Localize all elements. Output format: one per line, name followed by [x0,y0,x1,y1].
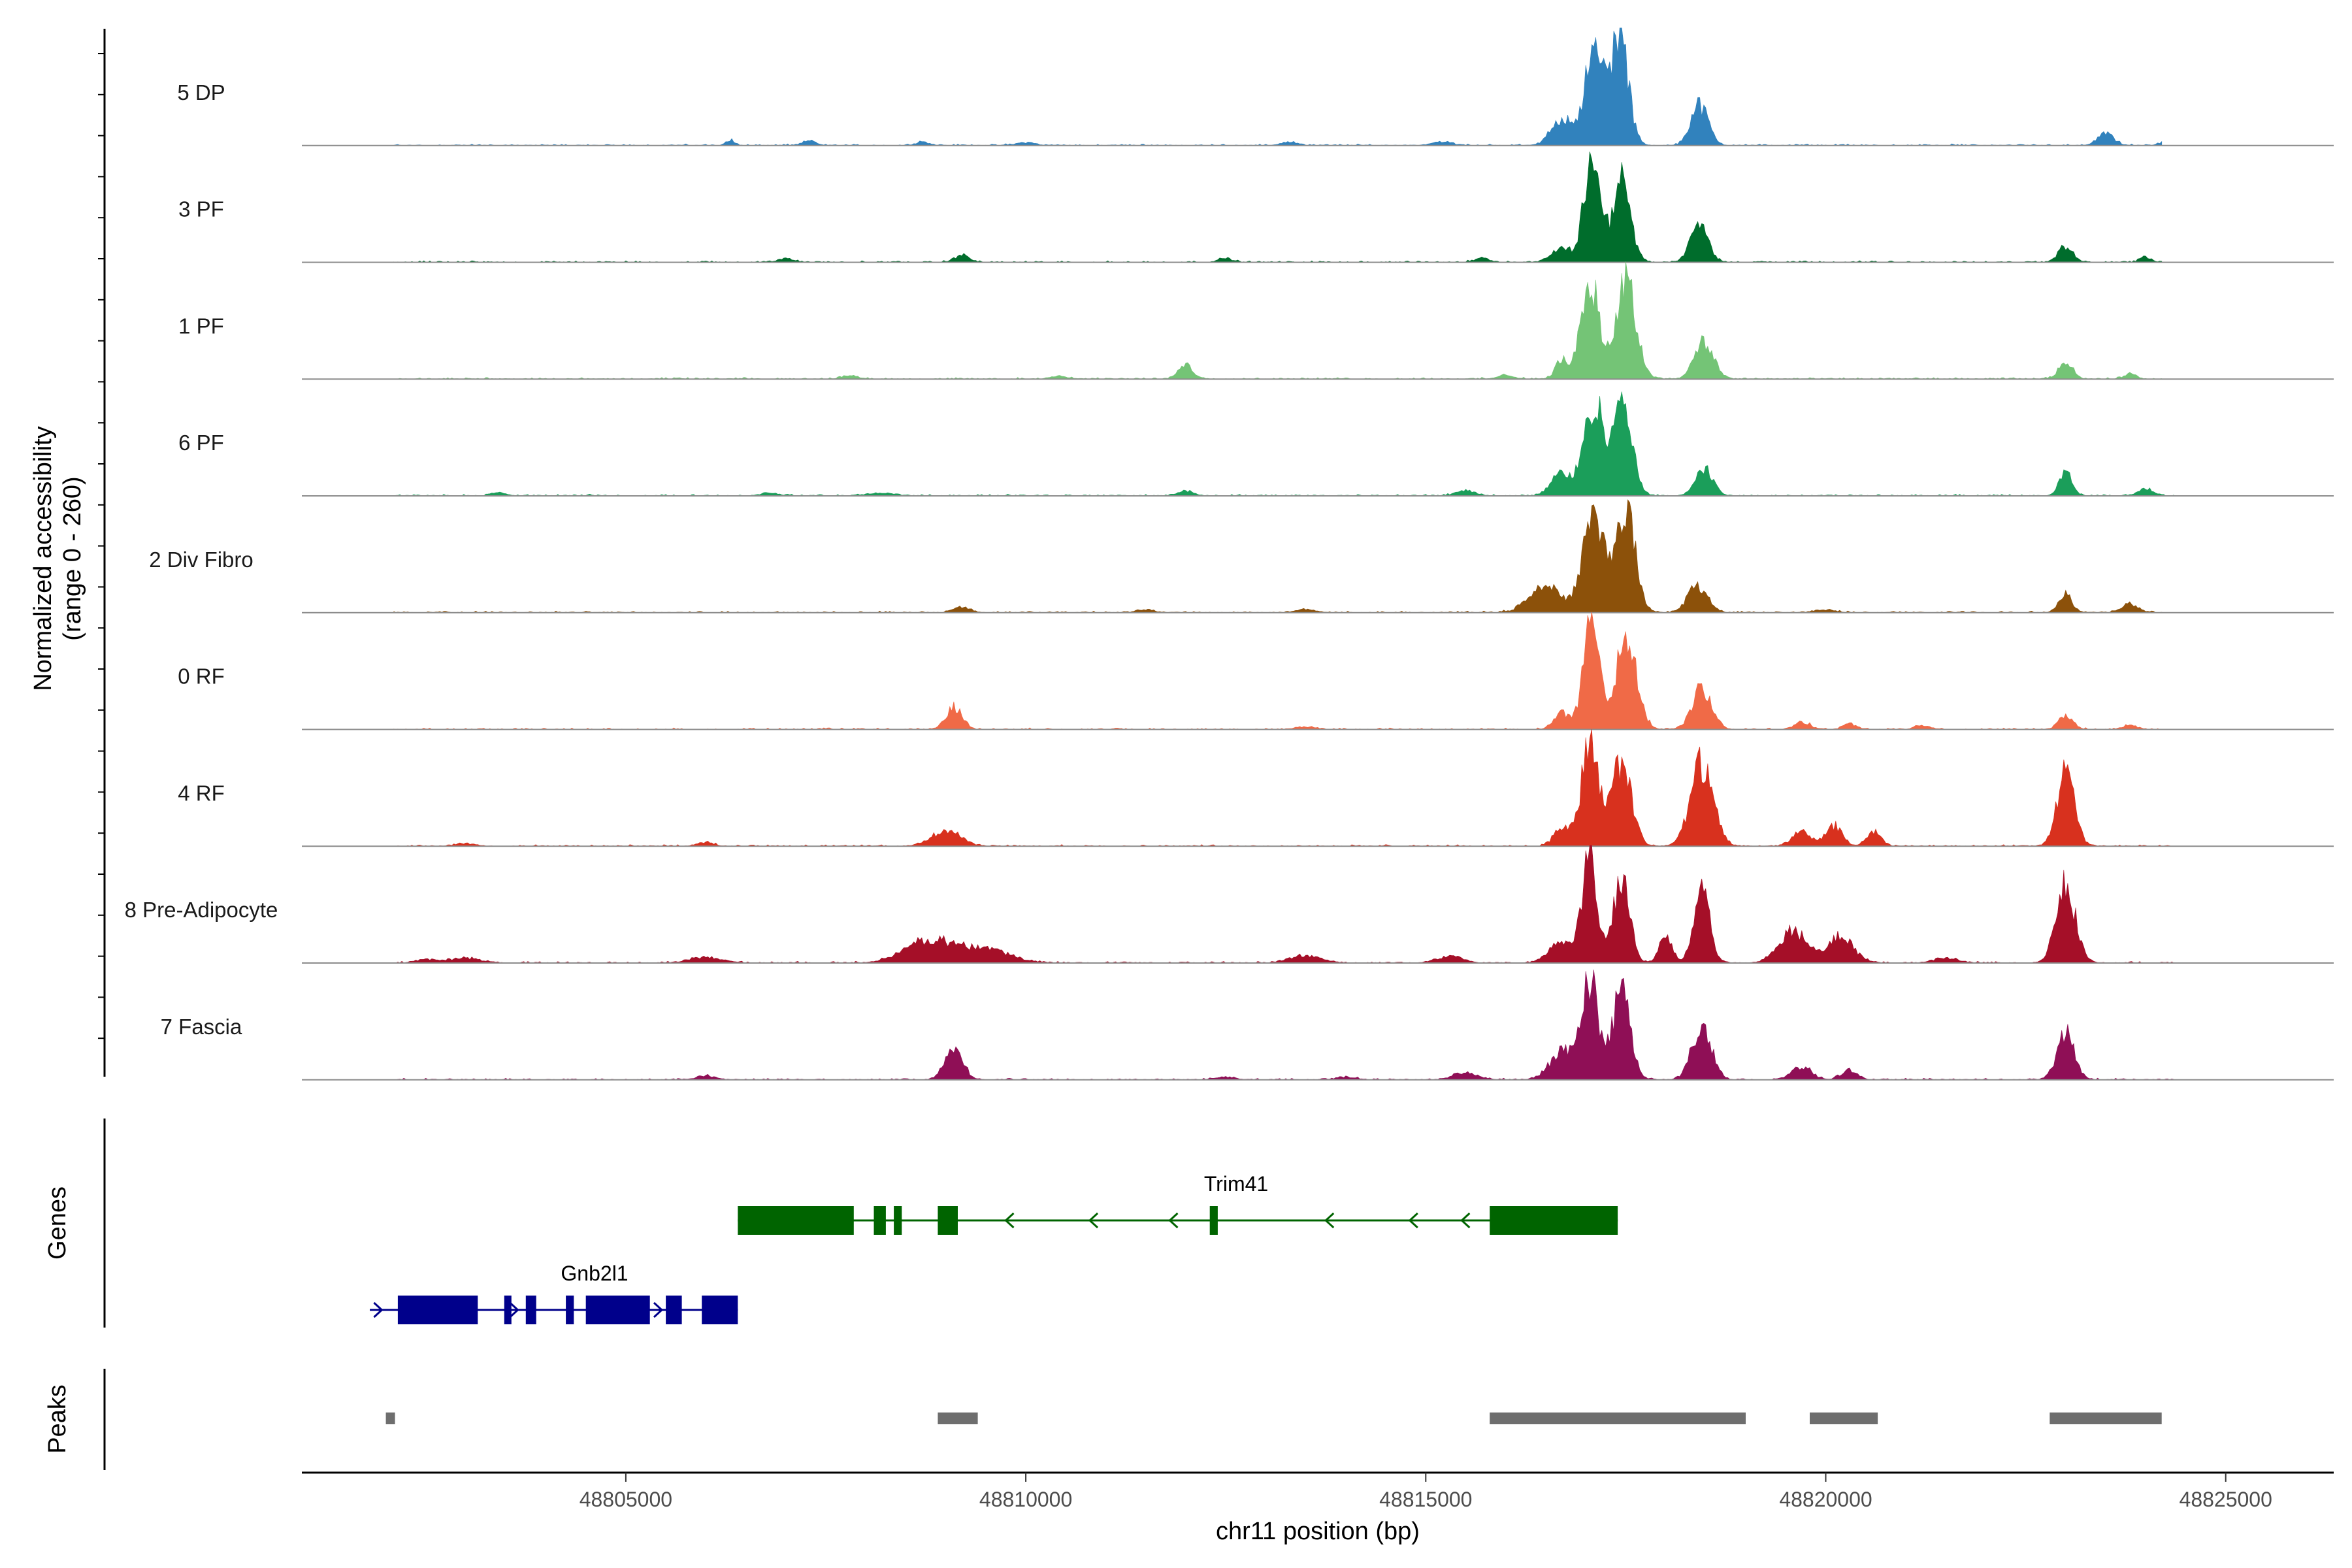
coverage-area-7-fascia [393,970,2174,1081]
exon [504,1296,512,1324]
gene-track-label: Genes [44,1186,71,1260]
track-label: 6 PF [178,431,224,455]
x-tick-label: 48805000 [580,1488,672,1511]
track-2-div-fibro: 2 Div Fibro [149,499,2334,613]
strand-arrow [1408,1212,1418,1229]
gene-track: Genes Trim41 Gnb2l1 [44,1119,1618,1328]
exon [525,1296,536,1324]
peak-region [938,1413,978,1424]
track-label: 3 PF [178,197,224,221]
strand-arrow [509,1301,519,1318]
coverage-tracks: 5 DP 3 PF 1 PF 6 PF 2 Div Fibro 0 RF 4 RF 8 Pre… [125,27,2334,1081]
coverage-area-6-pf [393,391,2174,497]
coverage-area-0-rf [393,612,2163,730]
track-3-pf: 3 PF [178,152,2334,263]
x-axis: chr11 position (bp) 48805000 48810000 4881… [302,1471,2334,1545]
track-6-pf: 6 PF [178,391,2334,497]
x-tick-label: 48820000 [1779,1488,1872,1511]
track-label: 8 Pre-Adipocyte [125,898,278,922]
exon [585,1296,650,1324]
track-label: 1 PF [178,314,224,338]
gene-gnb2l1: Gnb2l1 [370,1262,738,1324]
exon [938,1206,958,1235]
track-8-pre-adipocyte: 8 Pre-Adipocyte [125,845,2334,964]
track-5-dp: 5 DP [177,27,2334,146]
track-0-rf: 0 RF [178,612,2334,730]
x-tick-label: 48810000 [979,1488,1072,1511]
coverage-area-1-pf [393,261,2163,380]
coverage-area-4-rf [393,728,2174,847]
coverage-area-5-dp [393,27,2163,146]
track-label: 7 Fascia [161,1015,242,1039]
y-axis: Normalized accessibility (range 0 - 260) [29,29,106,1077]
coverage-area-3-pf [393,152,2163,263]
track-7-fascia: 7 Fascia [161,970,2334,1081]
gene-label: Gnb2l1 [561,1262,628,1285]
exon [874,1206,886,1235]
x-tick-label: 48825000 [2180,1488,2272,1511]
coverage-area-2-div-fibro [393,499,2163,613]
strand-arrow [1324,1212,1335,1229]
track-1-pf: 1 PF [178,261,2334,380]
gene-trim41: Trim41 [738,1172,1618,1235]
x-tick-label: 48815000 [1379,1488,1472,1511]
exon [738,1206,854,1235]
peak-region [2050,1413,2162,1424]
gene-label: Trim41 [1204,1172,1268,1196]
track-label: 2 Div Fibro [149,547,253,572]
track-label: 0 RF [178,664,225,689]
strand-arrow [373,1301,384,1318]
y-axis-title-line2: (range 0 - 260) [59,476,86,640]
track-label: 5 DP [177,80,225,105]
exon [566,1296,574,1324]
exon [1209,1206,1218,1235]
peak-track-label: Peaks [44,1384,71,1454]
peak-track: Peaks [44,1369,2162,1470]
peak-region [1490,1413,1746,1424]
peak-region [385,1413,395,1424]
track-4-rf: 4 RF [178,728,2334,847]
y-axis-title-line1: Normalized accessibility [29,426,57,691]
coverage-area-8-pre-adipocyte [393,845,2174,964]
strand-arrow [653,1301,664,1318]
track-label: 4 RF [178,781,225,805]
exon [666,1296,682,1324]
strand-arrow [1088,1212,1099,1229]
exon [1490,1206,1618,1235]
x-axis-title: chr11 position (bp) [1216,1518,1420,1545]
peak-region [1810,1413,1878,1424]
exon [702,1296,738,1324]
strand-arrow [1168,1212,1179,1229]
strand-arrow [1004,1212,1015,1229]
exon [894,1206,902,1235]
exon [397,1296,478,1324]
strand-arrow [1460,1212,1471,1229]
